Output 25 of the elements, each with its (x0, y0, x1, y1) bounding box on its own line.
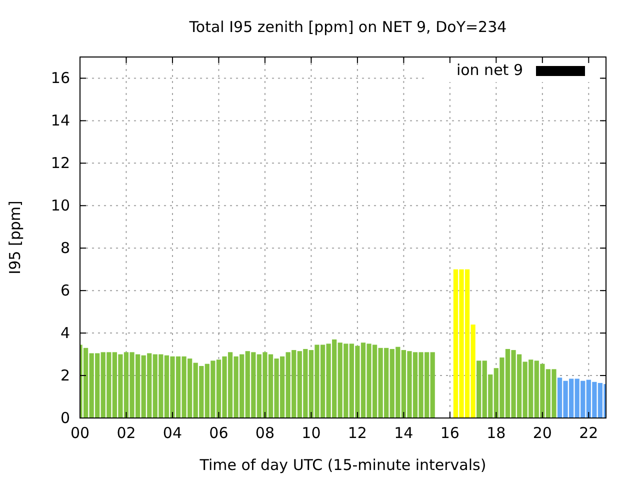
y-tick-label: 6 (60, 282, 70, 300)
x-tick-label: 10 (302, 424, 321, 442)
y-tick-label: 0 (60, 409, 70, 427)
y-tick-label: 2 (60, 366, 70, 385)
x-tick-label: 00 (70, 424, 90, 442)
chart-title: Total I95 zenith [ppm] on NET 9, DoY=234 (188, 18, 507, 36)
y-tick-label: 14 (50, 112, 70, 130)
y-axis-title: I95 [ppm] (6, 200, 24, 274)
x-tick-label: 04 (162, 424, 182, 442)
x-tick-label: 16 (440, 424, 460, 442)
x-tick-label: 02 (116, 424, 136, 442)
y-tick-label: 12 (50, 154, 70, 172)
x-tick-label: 06 (209, 424, 228, 442)
text: ion net 9 (456, 61, 523, 79)
y-tick-label: 8 (60, 239, 70, 258)
x-tick-label: 12 (348, 424, 367, 442)
x-tick-label: 08 (255, 424, 275, 442)
x-axis-title: Time of day UTC (15-minute intervals) (198, 456, 486, 474)
x-tick-label: 18 (486, 424, 506, 442)
y-tick-label: 4 (60, 324, 70, 342)
y-tick-label: 16 (50, 69, 70, 88)
y-tick-label: 10 (50, 196, 70, 215)
x-tick-label: 20 (532, 424, 552, 442)
x-tick-label: 14 (394, 424, 414, 442)
x-tick-label: 22 (579, 424, 598, 442)
